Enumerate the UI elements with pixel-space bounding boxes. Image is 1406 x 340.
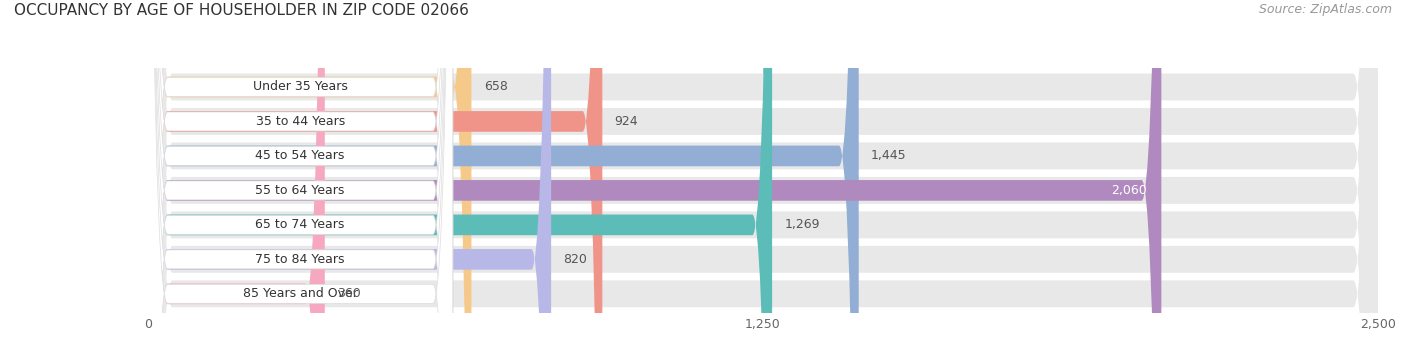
FancyBboxPatch shape <box>148 0 453 340</box>
Text: 45 to 54 Years: 45 to 54 Years <box>256 149 344 163</box>
FancyBboxPatch shape <box>148 0 1378 340</box>
Text: 360: 360 <box>337 287 361 300</box>
FancyBboxPatch shape <box>148 0 772 340</box>
Text: 85 Years and Over: 85 Years and Over <box>243 287 357 300</box>
FancyBboxPatch shape <box>148 0 551 340</box>
Text: 55 to 64 Years: 55 to 64 Years <box>256 184 344 197</box>
FancyBboxPatch shape <box>148 0 453 340</box>
FancyBboxPatch shape <box>148 0 859 340</box>
Text: Source: ZipAtlas.com: Source: ZipAtlas.com <box>1258 3 1392 16</box>
FancyBboxPatch shape <box>148 0 1378 340</box>
FancyBboxPatch shape <box>148 0 325 340</box>
FancyBboxPatch shape <box>148 0 1378 340</box>
FancyBboxPatch shape <box>148 0 453 340</box>
Text: 75 to 84 Years: 75 to 84 Years <box>256 253 344 266</box>
FancyBboxPatch shape <box>148 0 1378 340</box>
Text: 658: 658 <box>484 81 508 94</box>
FancyBboxPatch shape <box>148 0 1161 340</box>
FancyBboxPatch shape <box>148 0 1378 340</box>
Text: 1,445: 1,445 <box>872 149 907 163</box>
Text: Under 35 Years: Under 35 Years <box>253 81 347 94</box>
Text: 1,269: 1,269 <box>785 218 820 232</box>
FancyBboxPatch shape <box>148 0 453 340</box>
FancyBboxPatch shape <box>148 0 453 340</box>
Text: 65 to 74 Years: 65 to 74 Years <box>256 218 344 232</box>
FancyBboxPatch shape <box>148 0 1378 340</box>
Text: 820: 820 <box>564 253 588 266</box>
FancyBboxPatch shape <box>148 0 471 340</box>
Text: 35 to 44 Years: 35 to 44 Years <box>256 115 344 128</box>
FancyBboxPatch shape <box>148 0 453 340</box>
FancyBboxPatch shape <box>148 0 1378 340</box>
Text: OCCUPANCY BY AGE OF HOUSEHOLDER IN ZIP CODE 02066: OCCUPANCY BY AGE OF HOUSEHOLDER IN ZIP C… <box>14 3 470 18</box>
Text: 924: 924 <box>614 115 638 128</box>
FancyBboxPatch shape <box>148 0 453 340</box>
FancyBboxPatch shape <box>148 0 602 340</box>
Text: 2,060: 2,060 <box>1111 184 1147 197</box>
